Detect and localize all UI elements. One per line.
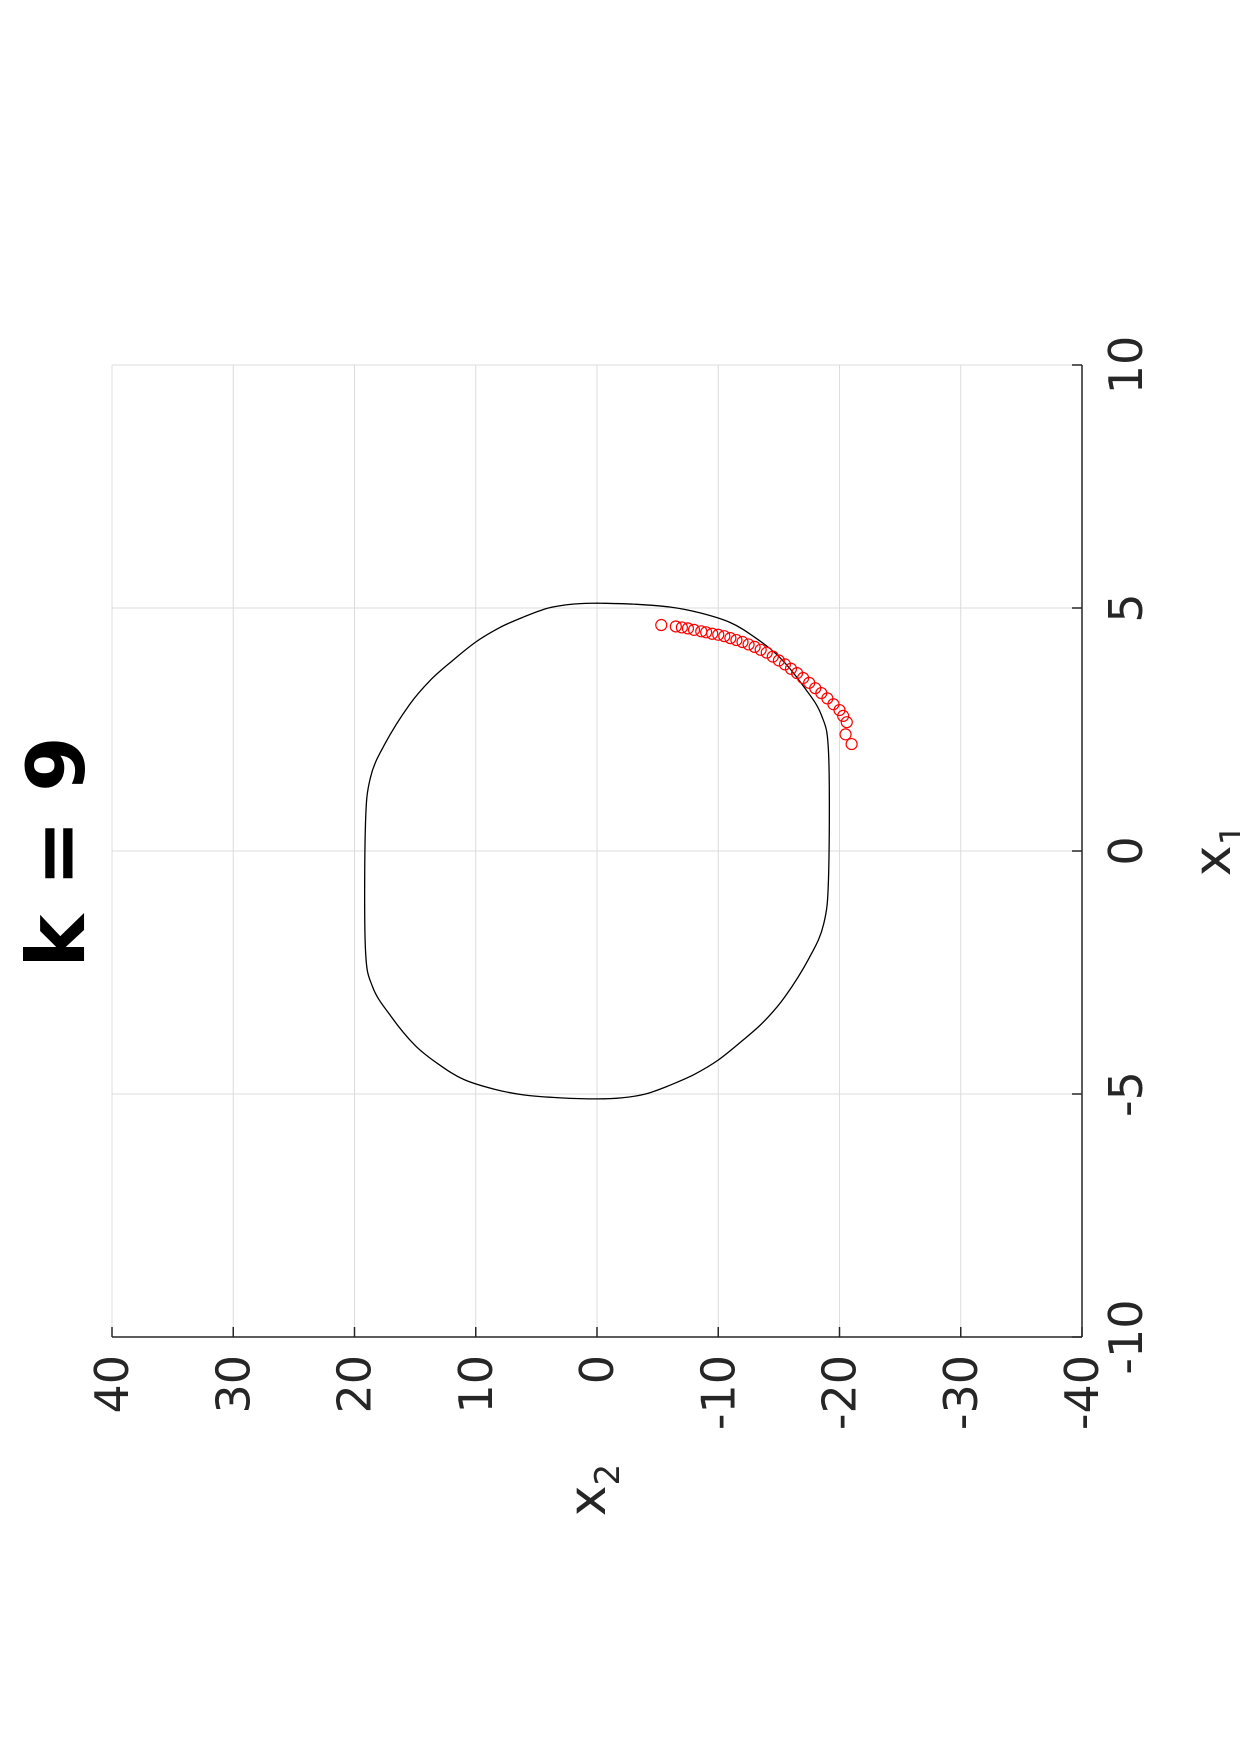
- data-point-marker: [724, 632, 737, 645]
- data-point-marker: [675, 621, 688, 634]
- x2-tick-label: -20: [813, 1355, 867, 1430]
- data-point-marker: [700, 626, 713, 639]
- x1-tick-label: -5: [1099, 1071, 1153, 1117]
- data-point-marker: [669, 620, 682, 633]
- data-point-marker: [748, 640, 761, 653]
- data-point-marker: [718, 630, 731, 643]
- x1-tick-label: -10: [1099, 1299, 1153, 1374]
- x2-tick-label: 0: [570, 1355, 624, 1384]
- x2-tick-label: 20: [328, 1355, 382, 1414]
- x1-tick-label: 10: [1099, 336, 1153, 395]
- x2-tick-label: 30: [206, 1355, 260, 1414]
- data-point-marker: [772, 654, 785, 667]
- data-point-marker: [839, 728, 852, 741]
- data-point-marker: [730, 633, 743, 647]
- data-point-marker: [736, 635, 749, 649]
- x1-tick-label: 5: [1099, 593, 1153, 622]
- y-axis-label-main: x: [558, 1485, 618, 1516]
- data-point-marker: [778, 658, 792, 671]
- data-point-marker: [784, 662, 798, 675]
- data-point-marker: [706, 627, 719, 640]
- curve-layer: [363, 602, 831, 1100]
- data-point-marker: [742, 638, 755, 651]
- y-axis-label-sub: 2: [588, 1464, 628, 1486]
- data-point-marker: [760, 646, 773, 659]
- grid: [111, 364, 1083, 1338]
- data-point-marker: [833, 703, 846, 717]
- data-point-marker: [754, 643, 767, 656]
- data-point-marker: [655, 618, 668, 632]
- x2-tick-label: -30: [934, 1355, 988, 1430]
- x2-tick-label: -40: [1055, 1355, 1109, 1430]
- x-axis-label-sub: 1: [1213, 824, 1240, 846]
- x2-tick-label: 40: [85, 1355, 139, 1414]
- data-point-marker: [681, 622, 695, 635]
- y-axis-label: x2: [558, 1464, 628, 1516]
- data-point-marker: [837, 709, 850, 722]
- data-point-marker: [712, 628, 725, 641]
- x1-tick-label: 0: [1099, 836, 1153, 865]
- x-axis-label: x1: [1183, 824, 1240, 876]
- x2-tick-label: -10: [691, 1355, 745, 1430]
- x2-tick-label: 10: [449, 1355, 503, 1414]
- data-point-marker: [766, 650, 779, 663]
- data-point-marker: [845, 737, 858, 751]
- chart-title: k = 9: [10, 736, 103, 968]
- limit-cycle-curve: [363, 602, 831, 1100]
- x-axis-label-main: x: [1183, 845, 1240, 876]
- axes: [111, 364, 1083, 1338]
- marker-layer: [655, 618, 858, 751]
- data-point-marker: [687, 623, 701, 636]
- data-point-marker: [840, 716, 853, 729]
